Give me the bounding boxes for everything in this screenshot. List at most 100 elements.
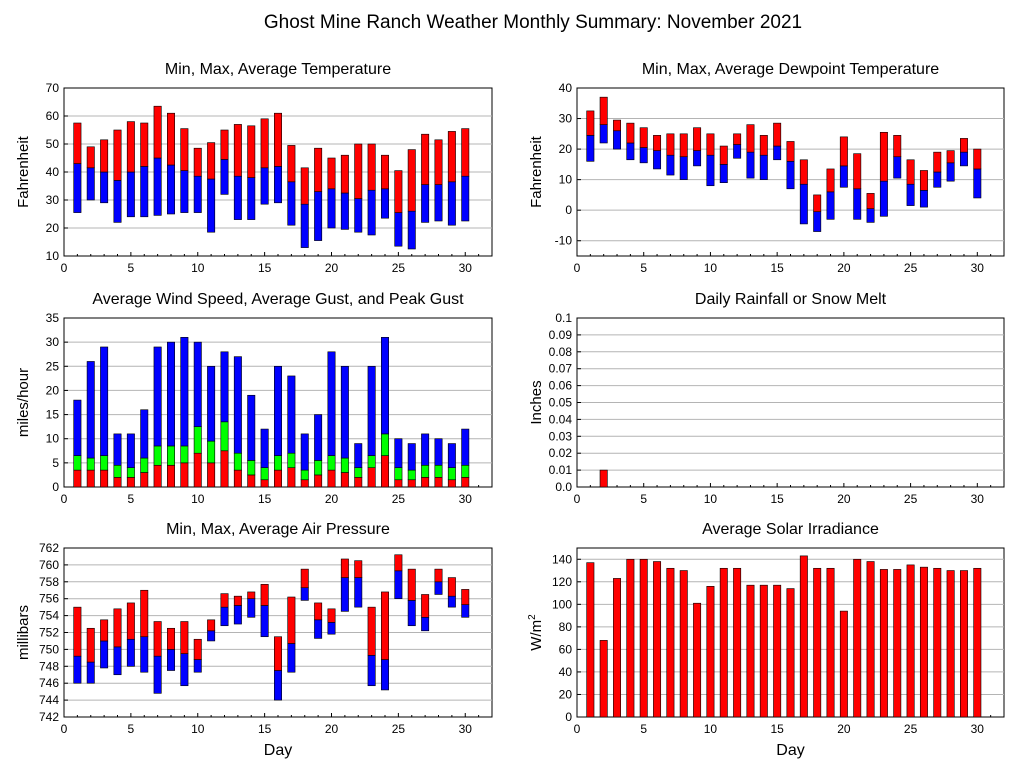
y-tick-label: 0.07	[549, 362, 573, 376]
bar-value	[933, 567, 942, 718]
bar-min-to-average	[434, 184, 443, 222]
bar-average-to-max	[220, 593, 229, 608]
bar-min-to-average	[786, 161, 795, 190]
bar-peak-gust	[287, 375, 296, 454]
bar-average-to-max	[354, 143, 363, 199]
bar-average-to-max	[367, 606, 376, 656]
x-tick-label: 15	[258, 261, 272, 275]
bar-average-to-max	[866, 193, 875, 209]
chart-title: Average Solar Irradiance	[702, 521, 879, 538]
bar-value	[586, 562, 595, 718]
bar-value	[773, 584, 782, 718]
bar-min-to-average	[327, 622, 336, 635]
bar-average-to-max	[813, 194, 822, 213]
bar-average-to-max	[447, 131, 456, 183]
bar-average-to-max	[773, 122, 782, 147]
bar-average-gust	[461, 464, 470, 478]
bar-average-to-max	[906, 159, 915, 185]
bar-value	[653, 561, 662, 718]
bar-min-to-average	[367, 655, 376, 687]
bar-average-to-max	[407, 149, 416, 212]
bar-value	[839, 610, 848, 718]
chart-title: Average Wind Speed, Average Gust, and Pe…	[92, 291, 464, 308]
bar-average-wind	[434, 477, 443, 488]
x-tick-label: 20	[325, 722, 339, 736]
bar-min-to-average	[461, 604, 470, 618]
bar-min-to-average	[394, 570, 403, 600]
bar-average-wind	[447, 479, 456, 488]
bar-average-wind	[86, 469, 95, 488]
y-tick-label: 0.06	[549, 379, 573, 393]
bar-average-to-max	[973, 148, 982, 170]
x-tick-label: 30	[459, 492, 473, 506]
bar-peak-gust	[247, 394, 256, 461]
bar-min-to-average	[586, 135, 595, 162]
bar-average-gust	[220, 421, 229, 452]
bar-average-to-max	[719, 145, 728, 165]
bar-average-to-max	[220, 129, 229, 160]
bar-average-to-max	[207, 619, 216, 632]
bar-average-to-max	[327, 608, 336, 623]
bar-peak-gust	[447, 443, 456, 468]
bar-average-to-max	[706, 133, 715, 156]
bar-average-wind	[461, 477, 470, 488]
bar-min-to-average	[126, 638, 135, 667]
bar-min-to-average	[447, 181, 456, 226]
chart-title: Min, Max, Average Dewpoint Temperature	[642, 61, 939, 78]
bar-average-wind	[287, 467, 296, 488]
x-tick-label: 0	[61, 492, 68, 506]
bar-average-gust	[434, 464, 443, 478]
bar-average-to-max	[461, 128, 470, 177]
bar-min-to-average	[693, 150, 702, 167]
bar-min-to-average	[799, 183, 808, 225]
x-tick-label: 20	[325, 492, 339, 506]
bar-value	[813, 567, 822, 718]
y-tick-label: 30	[559, 112, 573, 126]
bar-value	[613, 578, 622, 718]
bar-value	[706, 586, 715, 718]
bar-peak-gust	[233, 356, 242, 454]
bar-average-wind	[193, 452, 202, 488]
bar-min-to-average	[933, 171, 942, 188]
chart-dew	[576, 87, 1005, 257]
x-tick-label: 0	[574, 722, 581, 736]
x-tick-label: 10	[191, 722, 205, 736]
bar-average-to-max	[381, 154, 389, 190]
chart-title: Min, Max, Average Temperature	[165, 61, 391, 78]
y-tick-label: 0	[565, 710, 572, 724]
y-tick-label: 10	[46, 249, 60, 263]
bar-min-to-average	[340, 192, 349, 230]
bar-average-gust	[260, 467, 269, 481]
x-tick-label: 20	[837, 722, 851, 736]
y-axis-label: W/m2	[527, 614, 545, 651]
bar-average-gust	[140, 457, 149, 473]
x-tick-label: 10	[704, 722, 718, 736]
bar-average-to-max	[314, 147, 323, 192]
bar-min-to-average	[260, 605, 269, 638]
bar-min-to-average	[879, 180, 888, 217]
bar-min-to-average	[73, 163, 82, 213]
bar-min-to-average	[679, 156, 688, 180]
bar-average-wind	[180, 462, 189, 488]
chart-rain	[576, 317, 1005, 488]
bar-average-to-max	[613, 119, 622, 132]
y-tick-label: 758	[39, 575, 59, 589]
bar-value	[853, 558, 862, 718]
bar-average-to-max	[434, 568, 443, 583]
bar-peak-gust	[274, 365, 282, 456]
x-tick-label: 15	[770, 492, 784, 506]
bar-min-to-average	[381, 188, 389, 219]
bar-average-to-max	[959, 138, 968, 153]
y-tick-label: 40	[559, 665, 573, 679]
bar-peak-gust	[86, 361, 95, 459]
y-tick-label: 30	[46, 335, 60, 349]
bar-average-to-max	[653, 135, 662, 151]
bar-average-wind	[140, 472, 149, 488]
y-tick-label: 746	[39, 676, 59, 690]
bar-min-to-average	[274, 670, 282, 701]
x-tick-label: 5	[640, 261, 647, 275]
bar-min-to-average	[706, 154, 715, 187]
bar-min-to-average	[813, 211, 822, 232]
bar-average-to-max	[126, 121, 135, 173]
bar-peak-gust	[207, 365, 216, 442]
